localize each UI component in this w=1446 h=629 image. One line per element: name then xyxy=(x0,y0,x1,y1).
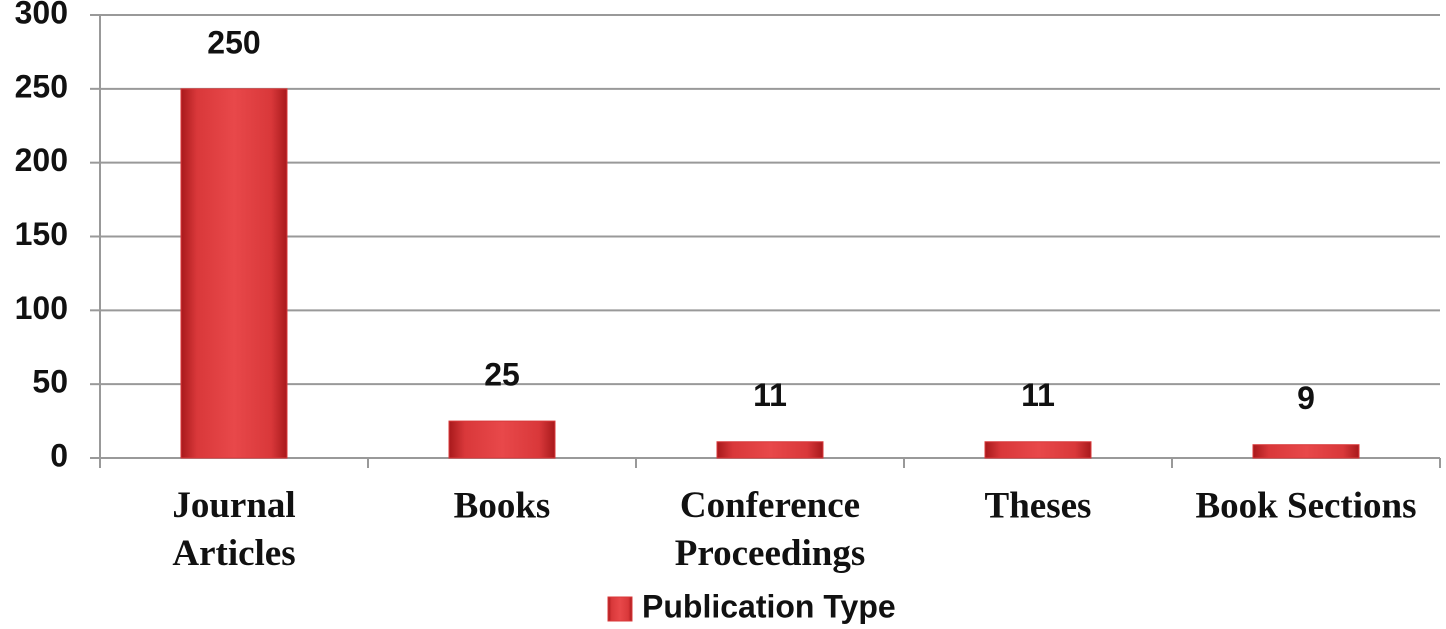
x-tick-label: Books xyxy=(454,485,551,526)
bar xyxy=(448,420,556,459)
x-tick-label: Conference Proceedings xyxy=(675,485,865,574)
value-label: 250 xyxy=(207,24,260,60)
x-tick-label: Journal Articles xyxy=(172,485,295,574)
legend-swatch xyxy=(607,596,633,622)
bar xyxy=(1252,444,1360,459)
y-tick-label: 100 xyxy=(15,290,68,326)
y-tick-label: 250 xyxy=(15,68,68,104)
y-tick-label: 300 xyxy=(15,0,68,30)
value-label: 9 xyxy=(1297,380,1315,416)
y-tick-label: 0 xyxy=(50,437,68,473)
y-tick-label: 50 xyxy=(32,364,68,400)
legend-label: Publication Type xyxy=(642,588,896,624)
bar xyxy=(716,441,824,459)
y-tick-label: 200 xyxy=(15,142,68,178)
x-tick-label: Book Sections xyxy=(1195,485,1416,526)
value-label: 25 xyxy=(484,357,520,393)
bar xyxy=(180,88,288,459)
y-tick-label: 150 xyxy=(15,216,68,252)
value-label: 11 xyxy=(1021,377,1055,413)
bar xyxy=(984,441,1092,459)
legend-item: Publication Type xyxy=(607,588,896,624)
x-tick-label: Theses xyxy=(985,485,1092,526)
value-label: 11 xyxy=(753,377,787,413)
